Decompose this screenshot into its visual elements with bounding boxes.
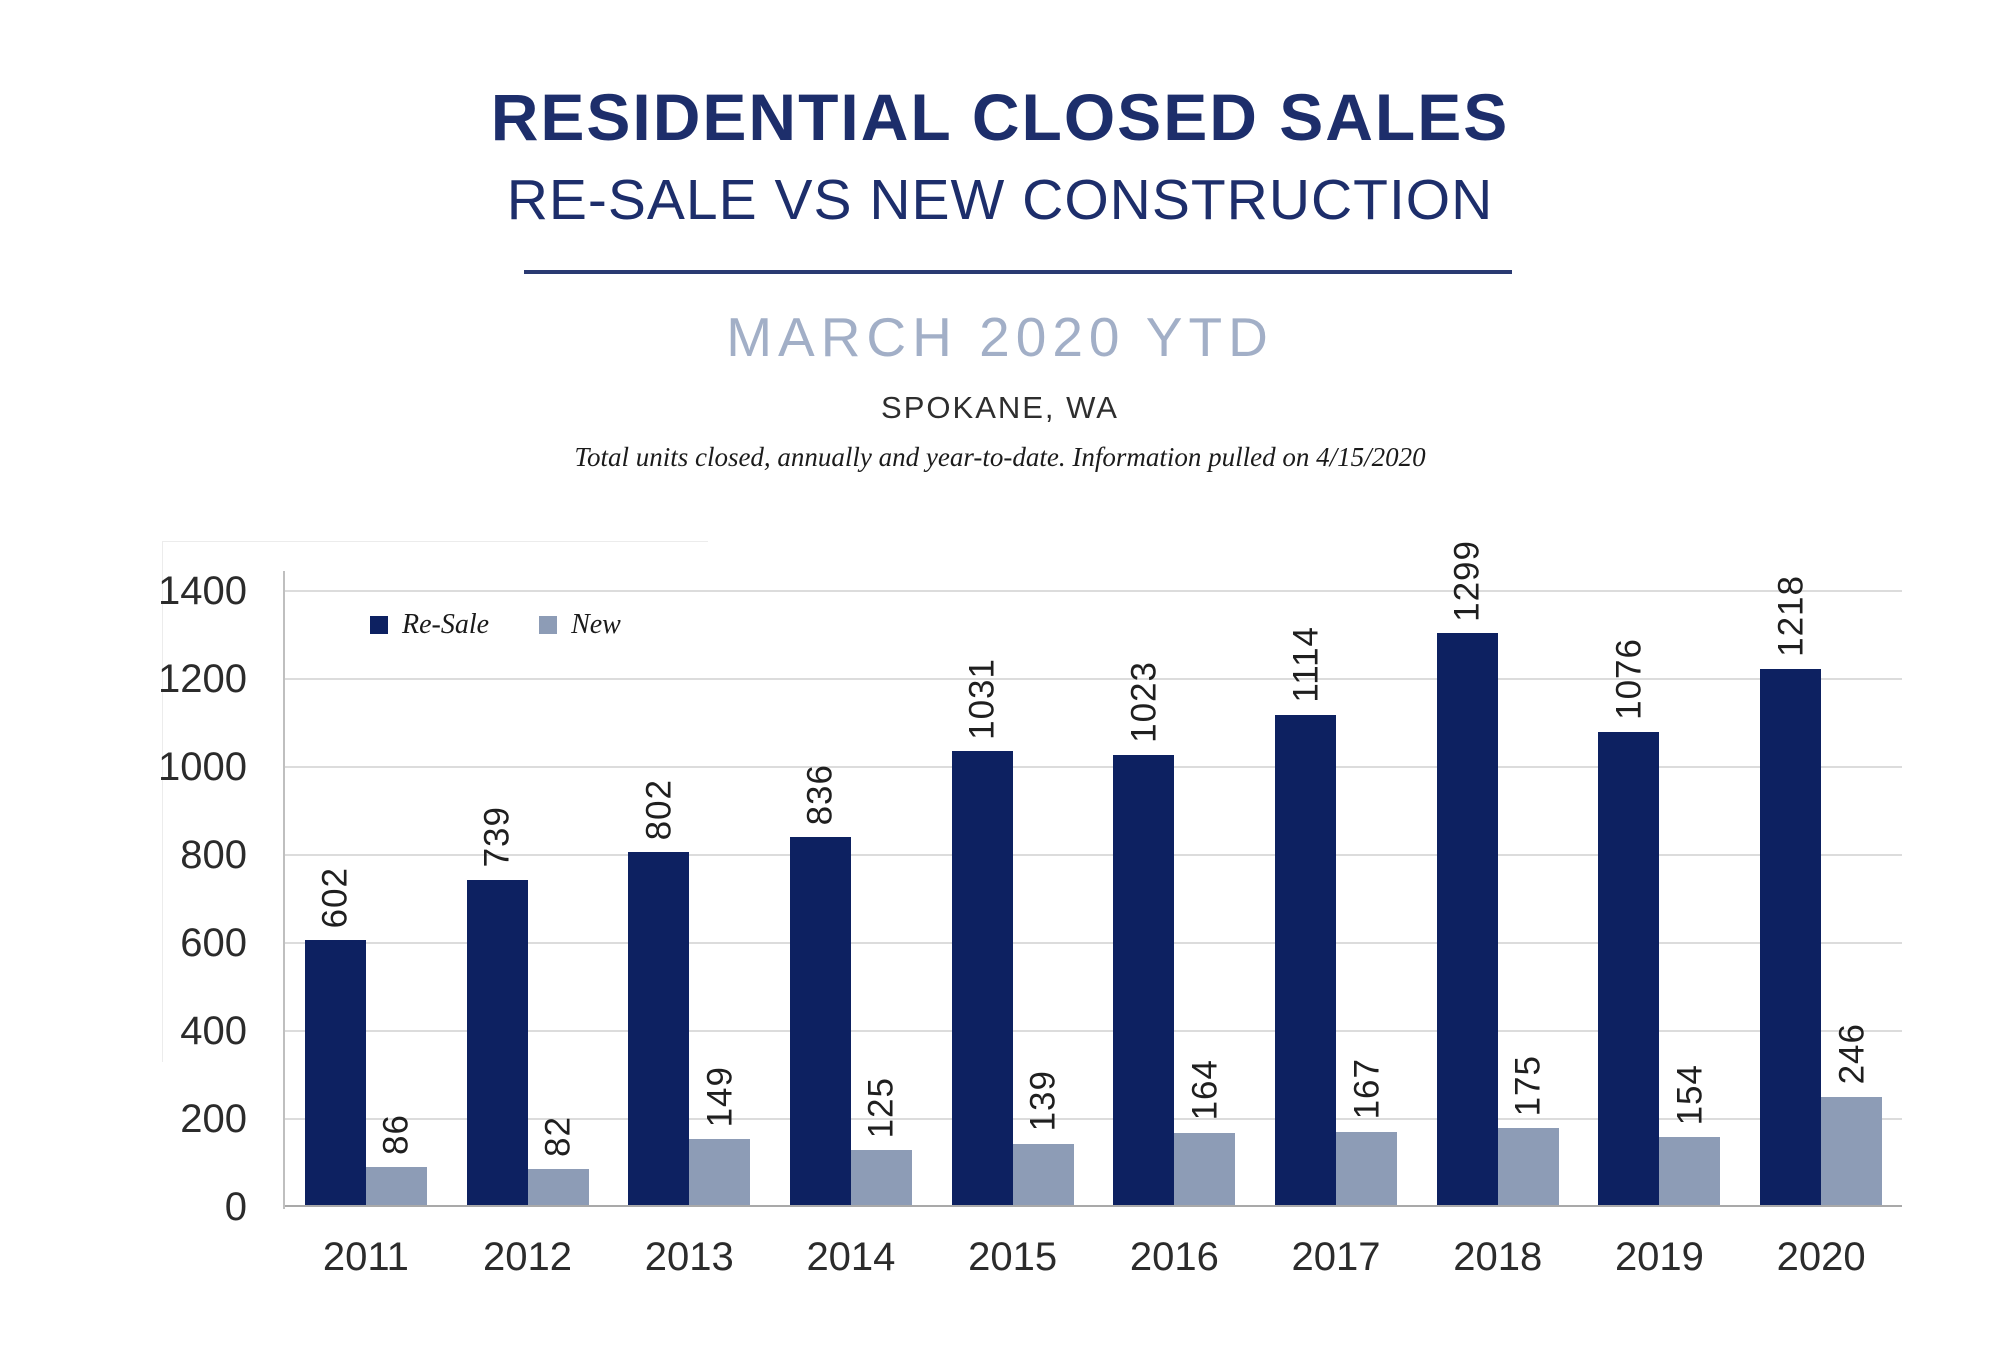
bar-new-2018: 175 xyxy=(1497,1055,1559,1205)
bar-resale-2019: 1076 xyxy=(1598,638,1660,1205)
page-subtitle: RE-SALE VS NEW CONSTRUCTION xyxy=(506,168,1494,232)
bar-value-label: 1023 xyxy=(1124,661,1164,743)
gridline-600 xyxy=(285,942,1902,944)
bar-new-2014: 125 xyxy=(850,1077,912,1205)
legend-item-new: New xyxy=(539,611,621,639)
bar-new-2013: 149 xyxy=(689,1066,751,1205)
bar-group-2011: 602 86 xyxy=(285,589,447,1205)
legend-swatch-icon xyxy=(370,616,388,634)
bar-new-2019: 154 xyxy=(1659,1064,1721,1205)
bar-value-label: 82 xyxy=(538,1115,578,1157)
y-tick-1200: 1200 xyxy=(158,657,247,701)
bar-resale-2017: 1114 xyxy=(1275,626,1337,1205)
bar-resale-2016: 1023 xyxy=(1113,661,1175,1205)
bar-resale-2014: 836 xyxy=(789,764,851,1205)
bar-group-2019: 1076 154 xyxy=(1579,589,1741,1205)
x-tick-2019: 2019 xyxy=(1614,1235,1704,1279)
bar-value-label: 1031 xyxy=(962,657,1002,740)
bar-new-2012: 82 xyxy=(527,1116,589,1205)
bar-new-2011: 86 xyxy=(365,1114,427,1205)
bar-group-2020: 1218 246 xyxy=(1740,575,1902,1205)
bar-value-label: 836 xyxy=(800,763,840,826)
bar-value-label: 602 xyxy=(315,866,355,929)
bar-value-label: 1299 xyxy=(1447,539,1487,622)
bar-group-2014: 836 125 xyxy=(770,589,932,1205)
bar-value-label: 154 xyxy=(1670,1063,1710,1126)
y-tick-200: 200 xyxy=(180,1097,247,1141)
gridline-400 xyxy=(285,1030,1902,1032)
x-tick-2012: 2012 xyxy=(483,1235,573,1279)
bar-value-label: 149 xyxy=(700,1066,740,1128)
bar-new-2020: 246 xyxy=(1821,1023,1883,1205)
y-tick-400: 400 xyxy=(180,1009,247,1053)
bar-new-2015: 139 xyxy=(1012,1070,1074,1205)
bar-group-2015: 1031 139 xyxy=(932,589,1094,1205)
header-divider-line xyxy=(524,270,1512,274)
x-tick-2013: 2013 xyxy=(644,1235,734,1279)
bar-group-2016: 1023 164 xyxy=(1094,589,1256,1205)
y-tick-800: 800 xyxy=(180,833,247,877)
bar-value-label: 1114 xyxy=(1286,626,1326,703)
gridline-800 xyxy=(285,854,1902,856)
bar-value-label: 175 xyxy=(1508,1054,1548,1116)
y-tick-0: 0 xyxy=(224,1185,247,1229)
gridline-200 xyxy=(285,1118,1902,1120)
x-tick-2015: 2015 xyxy=(968,1235,1058,1279)
report-period: MARCH 2020 YTD xyxy=(726,306,1274,368)
y-axis-line xyxy=(283,571,285,1209)
bar-new-2016: 164 xyxy=(1174,1059,1236,1205)
bar-value-label: 139 xyxy=(1023,1070,1063,1132)
legend-label: Re-Sale xyxy=(402,609,490,640)
bar-value-label: 167 xyxy=(1347,1058,1387,1120)
bar-resale-2011: 602 xyxy=(304,867,366,1205)
bar-value-label: 164 xyxy=(1185,1059,1225,1121)
y-tick-600: 600 xyxy=(180,921,247,965)
x-tick-2020: 2020 xyxy=(1776,1235,1866,1279)
y-axis: 0 200 400 600 800 1000 1200 1400 xyxy=(130,569,247,1229)
x-tick-2018: 2018 xyxy=(1453,1235,1543,1279)
bar-value-label: 125 xyxy=(861,1076,901,1138)
y-tick-1000: 1000 xyxy=(158,745,247,789)
chart-legend: Re-Sale New xyxy=(370,611,621,639)
bar-chart-plot-area: Re-Sale New 602 86 2011 739 82 2012 802 149 2013 8… xyxy=(283,540,1902,1277)
legend-label: New xyxy=(571,609,621,640)
y-tick-1400: 1400 xyxy=(158,569,247,613)
x-axis-baseline xyxy=(285,1205,1902,1207)
x-tick-2017: 2017 xyxy=(1291,1235,1381,1279)
bar-group-2017: 1114 167 xyxy=(1255,589,1417,1205)
x-tick-2011: 2011 xyxy=(322,1235,409,1279)
bar-value-label: 246 xyxy=(1832,1023,1872,1085)
x-tick-2016: 2016 xyxy=(1129,1235,1219,1279)
bar-resale-2020: 1218 xyxy=(1760,575,1822,1205)
report-location: SPOKANE, WA xyxy=(881,390,1119,425)
gridline-1200 xyxy=(285,678,1902,680)
bar-value-label: 739 xyxy=(477,806,517,868)
legend-item-resale: Re-Sale xyxy=(370,611,489,639)
bar-value-label: 802 xyxy=(639,778,679,841)
x-tick-2014: 2014 xyxy=(806,1235,896,1279)
bar-resale-2018: 1299 xyxy=(1436,540,1498,1205)
bar-value-label: 86 xyxy=(376,1114,416,1156)
bar-value-label: 1218 xyxy=(1771,575,1811,658)
bar-value-label: 1076 xyxy=(1609,637,1649,720)
bar-new-2017: 167 xyxy=(1336,1058,1398,1205)
bar-group-2018: 1299 175 xyxy=(1417,540,1579,1205)
bar-resale-2012: 739 xyxy=(466,806,528,1205)
bar-resale-2015: 1031 xyxy=(951,658,1013,1205)
bar-group-2012: 739 82 xyxy=(447,589,609,1205)
page-title: RESIDENTIAL CLOSED SALES xyxy=(490,80,1510,154)
gridline-1400 xyxy=(285,590,1902,592)
gridline-1000 xyxy=(285,766,1902,768)
legend-swatch-icon xyxy=(539,616,558,634)
bar-resale-2013: 802 xyxy=(628,779,690,1205)
bar-group-2013: 802 149 xyxy=(608,589,770,1205)
report-tagline: Total units closed, annually and year-to… xyxy=(574,442,1426,472)
